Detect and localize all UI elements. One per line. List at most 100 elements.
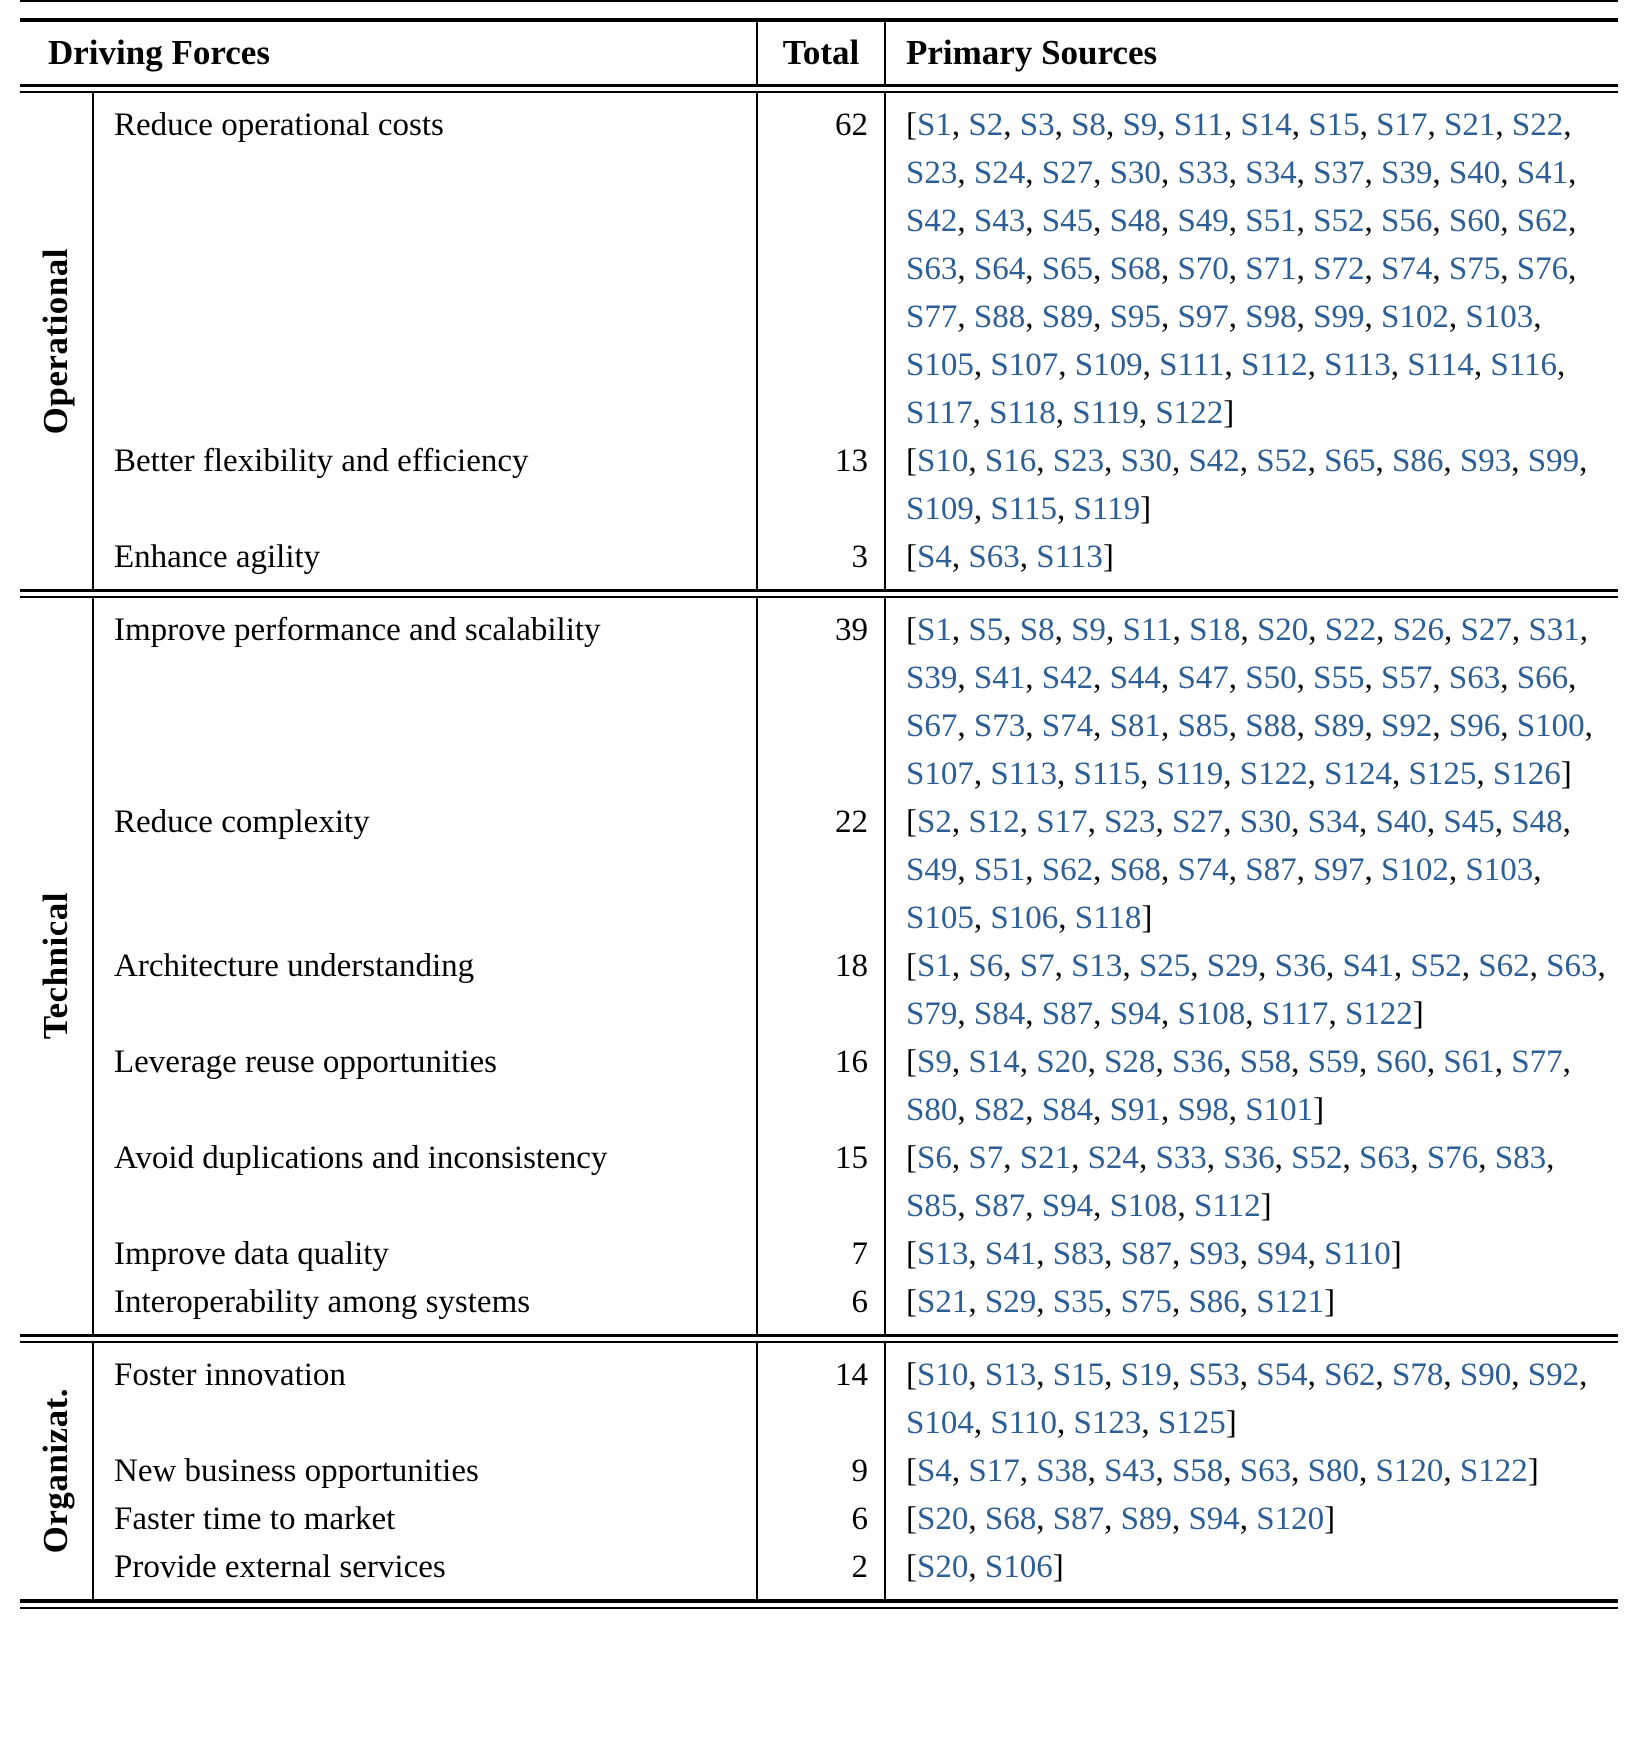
source-ref[interactable]: S87: [1245, 852, 1297, 888]
source-ref[interactable]: S10: [917, 1357, 969, 1393]
source-ref[interactable]: S28: [1104, 1044, 1156, 1080]
source-ref[interactable]: S48: [1511, 804, 1563, 840]
source-ref[interactable]: S114: [1407, 347, 1474, 383]
source-ref[interactable]: S78: [1392, 1357, 1444, 1393]
source-ref[interactable]: S97: [1177, 299, 1229, 335]
source-ref[interactable]: S72: [1313, 251, 1365, 287]
source-ref[interactable]: S35: [1052, 1284, 1105, 1320]
source-ref[interactable]: S8: [1019, 612, 1055, 648]
source-ref[interactable]: S49: [1177, 203, 1229, 239]
source-ref[interactable]: S31: [1528, 612, 1580, 648]
source-ref[interactable]: S77: [1511, 1044, 1563, 1080]
source-ref[interactable]: S125: [1408, 756, 1477, 792]
source-ref[interactable]: S30: [1109, 155, 1161, 191]
source-ref[interactable]: S75: [1448, 251, 1501, 287]
source-ref[interactable]: S89: [1313, 708, 1365, 744]
source-ref[interactable]: S83: [1494, 1140, 1547, 1176]
source-ref[interactable]: S14: [1240, 107, 1292, 143]
source-ref[interactable]: S101: [1245, 1092, 1314, 1128]
source-ref[interactable]: S79: [906, 996, 958, 1032]
source-ref[interactable]: S62: [1041, 852, 1094, 888]
source-ref[interactable]: S63: [906, 251, 958, 287]
source-ref[interactable]: S119: [1156, 756, 1224, 792]
source-ref[interactable]: S112: [1193, 1188, 1261, 1224]
source-ref[interactable]: S62: [1516, 203, 1569, 239]
source-ref[interactable]: S42: [1188, 443, 1240, 479]
source-ref[interactable]: S98: [1245, 299, 1297, 335]
source-ref[interactable]: S113: [1036, 539, 1103, 575]
source-ref[interactable]: S107: [990, 347, 1059, 383]
source-ref[interactable]: S14: [968, 1044, 1020, 1080]
source-ref[interactable]: S10: [917, 443, 969, 479]
source-ref[interactable]: S1: [917, 948, 952, 984]
source-ref[interactable]: S4: [917, 539, 952, 575]
source-ref[interactable]: S120: [1375, 1453, 1444, 1489]
source-ref[interactable]: S117: [906, 395, 973, 431]
source-ref[interactable]: S84: [1041, 1092, 1094, 1128]
source-ref[interactable]: S68: [1109, 251, 1161, 287]
source-ref[interactable]: S87: [973, 1188, 1026, 1224]
source-ref[interactable]: S27: [1460, 612, 1512, 648]
source-ref[interactable]: S97: [1313, 852, 1365, 888]
source-ref[interactable]: S13: [984, 1357, 1037, 1393]
source-ref[interactable]: S45: [1041, 203, 1094, 239]
source-ref[interactable]: S90: [1459, 1357, 1512, 1393]
source-ref[interactable]: S87: [1120, 1236, 1172, 1272]
source-ref[interactable]: S9: [917, 1044, 952, 1080]
source-ref[interactable]: S116: [1490, 347, 1558, 383]
source-ref[interactable]: S51: [1245, 203, 1297, 239]
source-ref[interactable]: S68: [1109, 852, 1161, 888]
source-ref[interactable]: S84: [973, 996, 1026, 1032]
source-ref[interactable]: S48: [1109, 203, 1161, 239]
source-ref[interactable]: S71: [1245, 251, 1297, 287]
source-ref[interactable]: S16: [984, 443, 1037, 479]
source-ref[interactable]: S86: [1392, 443, 1444, 479]
source-ref[interactable]: S43: [1104, 1453, 1156, 1489]
source-ref[interactable]: S93: [1188, 1236, 1240, 1272]
source-ref[interactable]: S34: [1245, 155, 1297, 191]
source-ref[interactable]: S7: [968, 1140, 1004, 1176]
source-ref[interactable]: S22: [1324, 612, 1377, 648]
source-ref[interactable]: S63: [1239, 1453, 1292, 1489]
source-ref[interactable]: S51: [973, 852, 1026, 888]
source-ref[interactable]: S105: [906, 347, 974, 383]
source-ref[interactable]: S100: [1516, 708, 1585, 744]
source-ref[interactable]: S27: [1041, 155, 1094, 191]
source-ref[interactable]: S53: [1188, 1357, 1240, 1393]
source-ref[interactable]: S122: [1155, 395, 1224, 431]
source-ref[interactable]: S102: [1381, 299, 1449, 335]
source-ref[interactable]: S24: [973, 155, 1026, 191]
source-ref[interactable]: S23: [1104, 804, 1156, 840]
source-ref[interactable]: S98: [1177, 1092, 1229, 1128]
source-ref[interactable]: S75: [1120, 1284, 1172, 1320]
source-ref[interactable]: S21: [1444, 107, 1496, 143]
source-ref[interactable]: S40: [1375, 804, 1427, 840]
source-ref[interactable]: S39: [1381, 155, 1433, 191]
source-ref[interactable]: S113: [1324, 347, 1391, 383]
source-ref[interactable]: S105: [906, 900, 974, 936]
source-ref[interactable]: S9: [1122, 107, 1158, 143]
source-ref[interactable]: S45: [1443, 804, 1495, 840]
source-ref[interactable]: S102: [1381, 852, 1449, 888]
source-ref[interactable]: S63: [968, 539, 1020, 575]
source-ref[interactable]: S62: [1478, 948, 1530, 984]
source-ref[interactable]: S112: [1240, 347, 1308, 383]
source-ref[interactable]: S122: [1459, 1453, 1528, 1489]
source-ref[interactable]: S57: [1381, 660, 1433, 696]
source-ref[interactable]: S94: [1188, 1501, 1240, 1537]
source-ref[interactable]: S17: [1376, 107, 1428, 143]
source-ref[interactable]: S67: [906, 708, 958, 744]
source-ref[interactable]: S7: [1019, 948, 1055, 984]
source-ref[interactable]: S110: [1324, 1236, 1391, 1272]
source-ref[interactable]: S33: [1155, 1140, 1207, 1176]
source-ref[interactable]: S111: [1159, 347, 1225, 383]
source-ref[interactable]: S18: [1189, 612, 1241, 648]
source-ref[interactable]: S33: [1177, 155, 1229, 191]
source-ref[interactable]: S17: [1036, 804, 1088, 840]
source-ref[interactable]: S41: [1342, 948, 1394, 984]
source-ref[interactable]: S87: [1052, 1501, 1105, 1537]
source-ref[interactable]: S88: [973, 299, 1026, 335]
source-ref[interactable]: S94: [1109, 996, 1161, 1032]
source-ref[interactable]: S95: [1109, 299, 1161, 335]
source-ref[interactable]: S85: [1177, 708, 1229, 744]
